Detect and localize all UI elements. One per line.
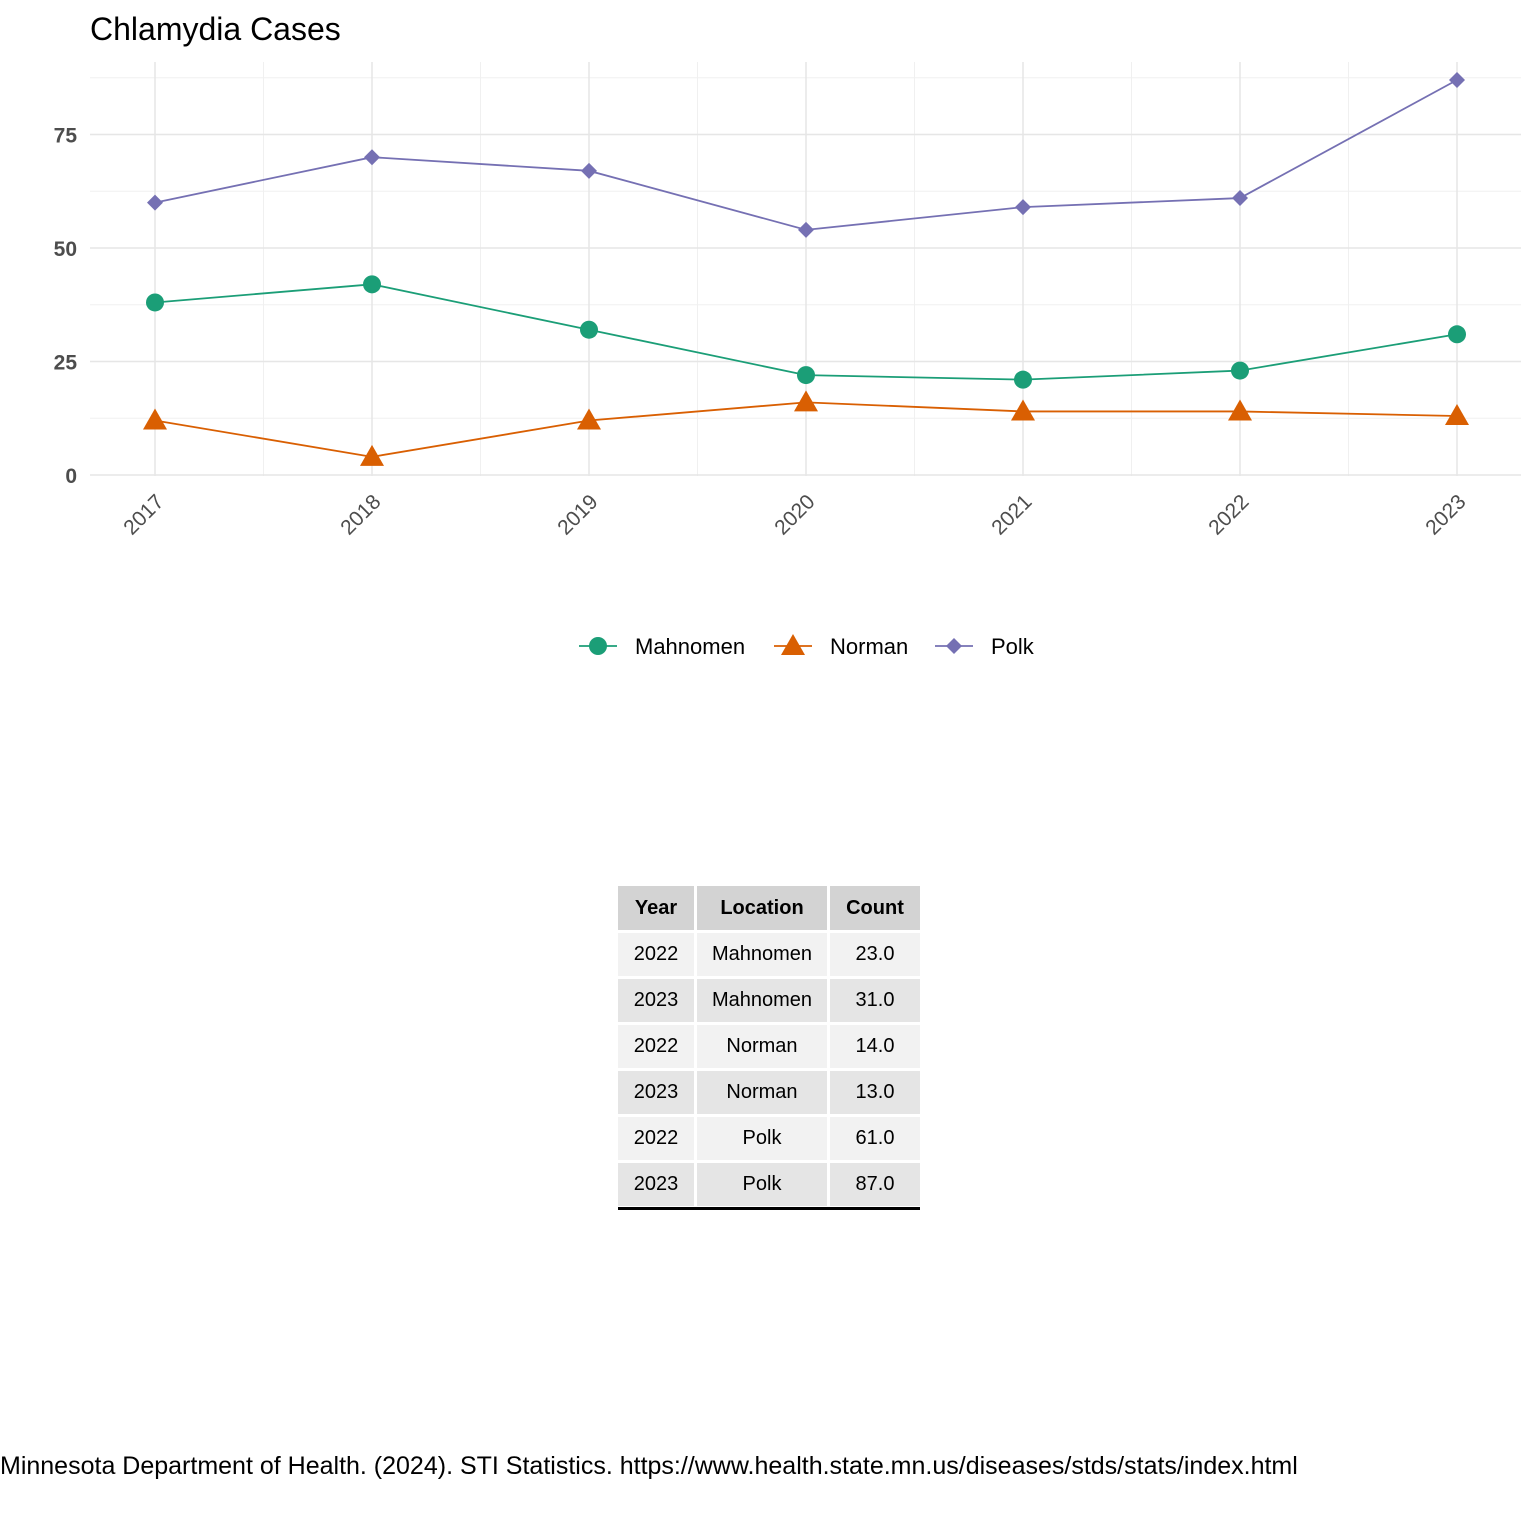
header-location: Location (697, 886, 827, 930)
data-point-polk (581, 162, 597, 179)
x-tick-label: 2022 (1204, 490, 1253, 539)
legend-label: Polk (991, 634, 1035, 659)
header-count: Count (830, 886, 920, 930)
table-header-row: Year Location Count (618, 886, 920, 930)
cell-count: 14.0 (830, 1025, 920, 1068)
y-tick-label: 0 (65, 465, 77, 488)
table-row: 2023 Mahnomen 31.0 (618, 979, 920, 1022)
y-tick-label: 75 (54, 125, 78, 148)
cell-year: 2022 (618, 933, 694, 976)
data-point-mahnomen (797, 366, 815, 385)
data-point-polk (1015, 199, 1031, 216)
cell-year: 2022 (618, 1025, 694, 1068)
source-citation: Minnesota Department of Health. (2024). … (0, 1452, 1298, 1480)
line-chart: Chlamydia Cases 0 25 50 75 2017 2018 2019 2020… (54, 11, 1521, 659)
data-table: Year Location Count 2022 Mahnomen 23.0 2… (615, 883, 923, 1209)
series-mahnomen (146, 275, 1466, 389)
data-point-norman (794, 390, 818, 412)
data-point-mahnomen (1231, 361, 1249, 380)
y-axis-ticks: 0 25 50 75 (54, 125, 78, 489)
header-year: Year (618, 886, 694, 930)
cell-location: Norman (697, 1071, 827, 1114)
data-point-mahnomen (580, 320, 598, 339)
x-tick-label: 2019 (553, 490, 602, 539)
data-point-polk (798, 221, 814, 238)
legend-item-norman: Norman (774, 634, 908, 659)
data-point-norman (1445, 403, 1469, 425)
cell-count: 87.0 (830, 1163, 920, 1206)
x-tick-label: 2020 (770, 490, 819, 539)
legend-label: Mahnomen (635, 634, 745, 659)
data-point-norman (1228, 399, 1252, 421)
table-row: 2023 Norman 13.0 (618, 1071, 920, 1114)
series-norman (143, 390, 1469, 466)
table-row: 2022 Polk 61.0 (618, 1117, 920, 1160)
table-bottom-rule (618, 1207, 920, 1210)
cell-year: 2023 (618, 979, 694, 1022)
data-point-polk (364, 149, 380, 166)
table-row: 2023 Polk 87.0 (618, 1163, 920, 1206)
data-point-mahnomen (363, 275, 381, 294)
data-point-norman (143, 408, 167, 430)
data-point-mahnomen (146, 293, 164, 312)
legend-item-polk: Polk (935, 634, 1035, 659)
data-point-norman (577, 408, 601, 430)
data-point-polk (147, 194, 163, 211)
legend-item-mahnomen: Mahnomen (579, 634, 745, 659)
cell-count: 13.0 (830, 1071, 920, 1114)
data-point-mahnomen (1448, 325, 1466, 344)
legend: Mahnomen Norman Polk (579, 634, 1035, 659)
series-group (143, 72, 1469, 466)
chart-title: Chlamydia Cases (90, 11, 341, 47)
cell-year: 2023 (618, 1163, 694, 1206)
series-polk (147, 72, 1465, 238)
x-tick-label: 2018 (336, 490, 385, 539)
legend-swatch-marker (946, 638, 962, 654)
x-tick-label: 2017 (119, 490, 168, 539)
table-row: 2022 Mahnomen 23.0 (618, 933, 920, 976)
cell-location: Polk (697, 1163, 827, 1206)
legend-label: Norman (830, 634, 908, 659)
x-tick-label: 2023 (1421, 490, 1470, 539)
legend-swatch-marker (781, 634, 805, 655)
data-point-polk (1232, 190, 1248, 207)
cell-year: 2022 (618, 1117, 694, 1160)
cell-location: Mahnomen (697, 933, 827, 976)
y-tick-label: 25 (54, 352, 78, 375)
x-tick-label: 2021 (987, 490, 1036, 539)
cell-location: Mahnomen (697, 979, 827, 1022)
cell-count: 23.0 (830, 933, 920, 976)
cell-count: 61.0 (830, 1117, 920, 1160)
cell-year: 2023 (618, 1071, 694, 1114)
legend-swatch-marker (589, 637, 607, 655)
cell-location: Polk (697, 1117, 827, 1160)
data-point-norman (1011, 399, 1035, 421)
data-point-mahnomen (1014, 370, 1032, 389)
data-point-norman (360, 444, 384, 466)
data-table-container: Year Location Count 2022 Mahnomen 23.0 2… (618, 886, 920, 1210)
x-axis-ticks: 2017 2018 2019 2020 2021 2022 2023 (119, 490, 1470, 539)
gridlines (90, 62, 1521, 476)
cell-location: Norman (697, 1025, 827, 1068)
data-point-polk (1449, 72, 1465, 89)
cell-count: 31.0 (830, 979, 920, 1022)
table-row: 2022 Norman 14.0 (618, 1025, 920, 1068)
y-tick-label: 50 (54, 238, 77, 261)
